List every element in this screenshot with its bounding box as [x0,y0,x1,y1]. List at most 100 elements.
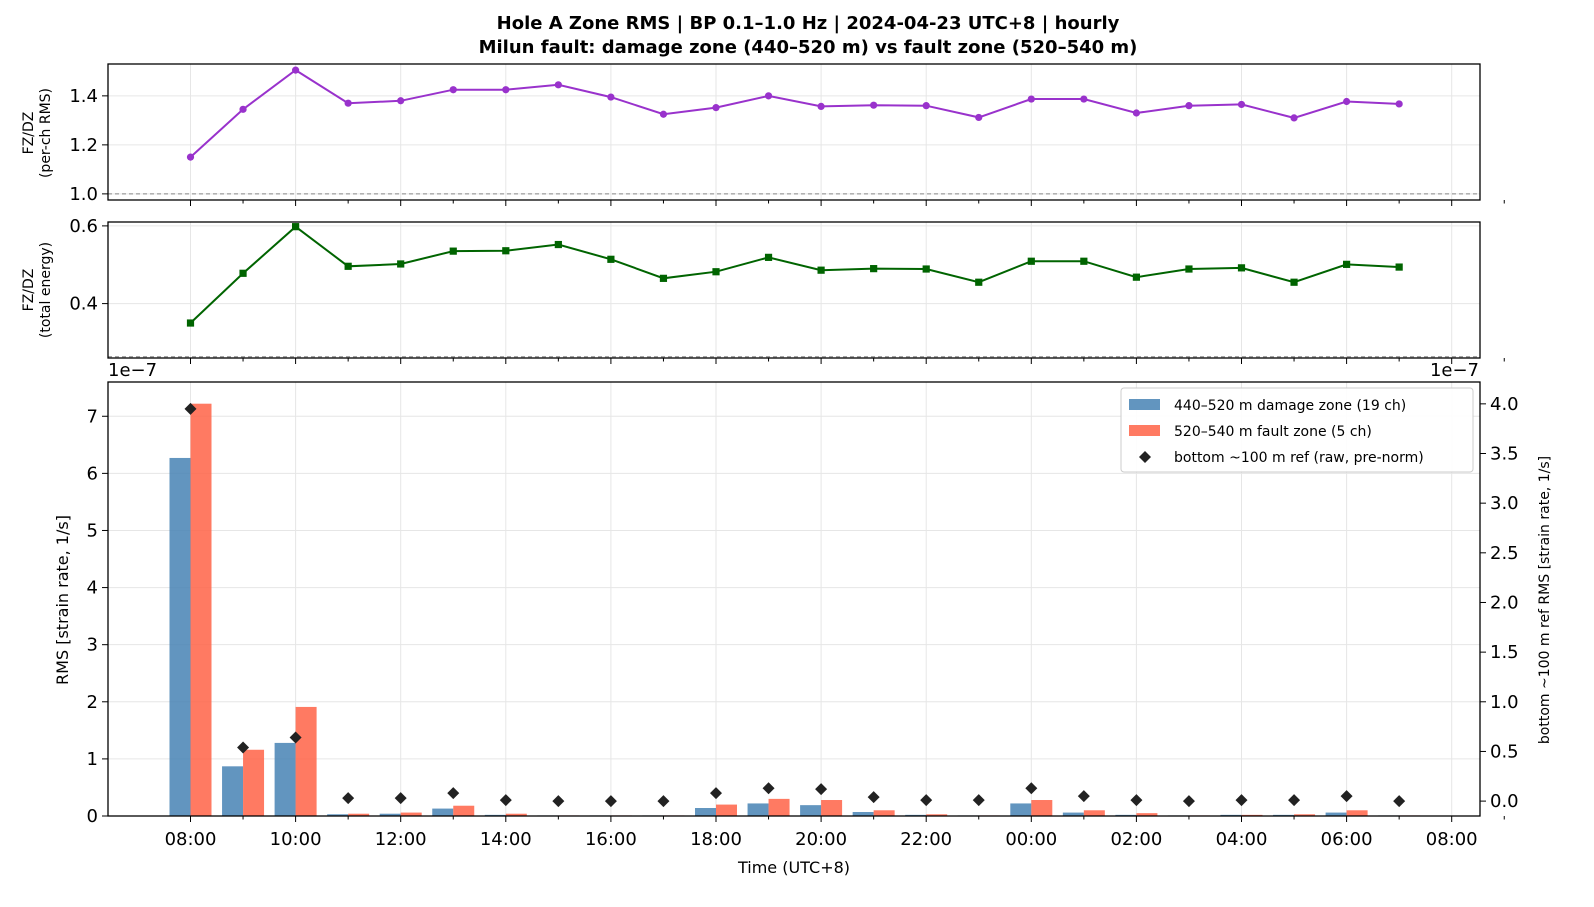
data-point [607,255,615,263]
x-tick-label: 18:00 [690,829,742,850]
y-tick-label-right: 2.0 [1490,592,1519,613]
bar-damage-zone [800,805,822,816]
ref-marker [1130,794,1143,807]
data-point [449,247,457,255]
panel-frame [107,381,1481,817]
y-tick-label: 1.4 [69,86,98,107]
x-tick-label: 00:00 [1005,829,1057,850]
data-point [1290,114,1298,122]
bar-fault-zone [926,814,948,816]
data-point [659,274,668,282]
data-point [344,262,352,270]
ref-marker [289,731,302,744]
data-point [1080,257,1088,265]
data-point [186,319,195,327]
y-tick-label: 0 [87,806,98,827]
y-tick-label: 4 [87,578,98,599]
ref-marker [815,783,828,796]
data-point [554,81,562,89]
y-tick-label: 1.2 [69,135,98,156]
data-point [292,66,300,74]
data-point [817,102,825,110]
x-tick-label: 20:00 [795,829,847,850]
y-tick-label: 2 [87,692,98,713]
data-point [554,240,562,249]
bar-fault-zone [505,813,527,816]
y-axis-label: FZ/DZ [21,269,37,312]
bar-fault-zone [243,749,265,816]
series-line [189,225,1400,324]
x-axis-label: Time (UTC+8) [737,858,850,877]
data-point [1080,95,1088,103]
x-tick-label: 08:00 [165,829,217,850]
data-point [870,101,878,109]
data-point [502,247,510,255]
ref-marker [1025,782,1038,795]
bar-fault-zone [768,798,790,816]
ref-marker [499,794,512,807]
data-point [397,260,405,268]
y-tick-label: 7 [87,406,98,427]
chart-title-line2: Milun fault: damage zone (440–520 m) vs … [479,37,1138,58]
data-point [1132,109,1140,117]
y-tick-label-right: 1.0 [1490,692,1519,713]
data-point [922,265,930,273]
ref-marker [710,787,722,800]
x-tick-label: 12:00 [375,829,427,850]
bar-damage-zone [379,813,401,816]
data-point [764,253,773,261]
data-point [607,93,615,101]
data-point [1343,97,1351,106]
data-point [1290,278,1298,286]
chart-title-line1: Hole A Zone RMS | BP 0.1–1.0 Hz | 2024-0… [497,13,1120,34]
data-point [186,153,195,161]
bar-fault-zone [400,812,422,816]
bar-damage-zone [274,742,296,816]
ref-marker [604,795,617,808]
x-tick-label: 02:00 [1110,829,1162,850]
y-tick-label-right: 0.5 [1490,741,1519,762]
y-tick-label: 6 [87,463,98,484]
legend-marker [1139,451,1151,463]
data-point [659,110,668,118]
data-point [292,223,300,231]
ref-marker [342,792,355,805]
panel-ratio-rms: 1.0 1.2 1.4 FZ/DZ (per-ch RMS) [21,63,1505,206]
bar-damage-zone [747,803,769,816]
data-point [712,268,720,276]
data-point [922,102,930,110]
legend: 440–520 m damage zone (19 ch) 520–540 m … [1120,387,1474,473]
panel-zone-rms: 08:00 10:00 12:00 14:00 16:00 18:00 20:00 22:00… [53,360,1553,877]
bar-damage-zone [222,766,244,816]
bar-damage-zone [1325,812,1347,816]
data-point [1395,100,1403,108]
data-point [1185,265,1193,273]
bar-damage-zone [327,814,349,816]
ref-marker [920,794,933,807]
data-point [764,92,773,100]
ref-marker [657,795,670,808]
bar-damage-zone [169,457,191,816]
y-tick-label-right: 0.0 [1490,791,1519,812]
data-point [1395,263,1403,271]
bar-fault-zone [1083,810,1105,816]
x-tick-label: 16:00 [585,829,637,850]
panel-frame [107,221,1481,359]
bar-damage-zone [852,812,874,816]
bar-fault-zone [1031,800,1053,816]
data-point [1027,95,1035,103]
y-tick-label: 5 [87,520,98,541]
y-tick-label-right: 1.5 [1490,642,1519,663]
data-point [502,86,510,94]
y-tick-label: 1 [87,749,98,770]
data-point [975,113,983,122]
legend-swatch [1129,399,1160,410]
y-axis-label: FZ/DZ [21,112,37,155]
panel-ratio-energy: 0.4 0.6 FZ/DZ (total energy) [21,216,1505,364]
bar-fault-zone [821,800,843,816]
data-point [1237,100,1246,109]
data-point [1237,264,1246,272]
ref-marker [1393,795,1406,808]
data-point [870,265,878,273]
